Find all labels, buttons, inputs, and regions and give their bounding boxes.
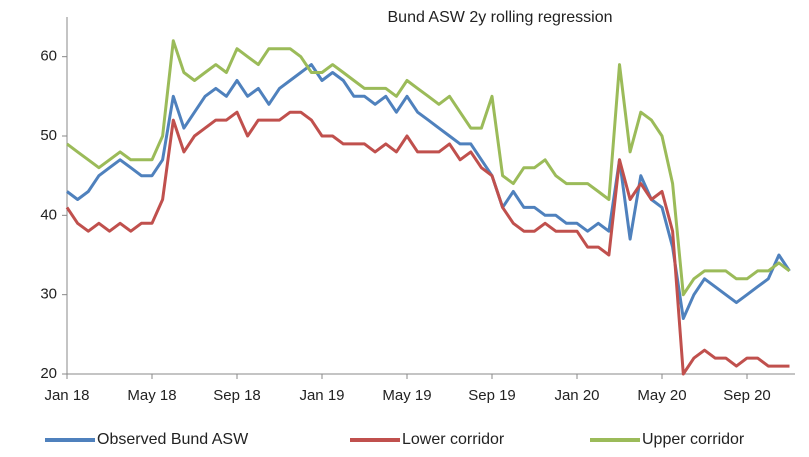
x-tick-label: May 19 (382, 387, 431, 404)
y-tick-label: 60 (40, 48, 57, 65)
series-line (66, 39, 791, 297)
x-tick-label: Sep 20 (723, 387, 771, 404)
y-tick-label: 40 (40, 206, 57, 223)
chart-title: Bund ASW 2y rolling regression (388, 9, 613, 26)
x-tick-label: Jan 20 (554, 387, 599, 404)
x-tick-label: May 18 (127, 387, 176, 404)
y-tick-label: 30 (40, 286, 57, 303)
legend-label: Lower corridor (402, 431, 505, 448)
x-tick-label: May 20 (637, 387, 686, 404)
series-line (65, 110, 790, 376)
legend-label: Observed Bund ASW (97, 431, 249, 448)
x-tick-label: Sep 19 (468, 387, 516, 404)
series-line (66, 63, 791, 320)
legend-label: Upper corridor (642, 431, 745, 448)
x-tick-label: Sep 18 (213, 387, 261, 404)
x-tick-label: Jan 18 (44, 387, 89, 404)
x-tick-label: Jan 19 (299, 387, 344, 404)
y-tick-label: 50 (40, 127, 57, 144)
y-tick-label: 20 (40, 365, 57, 382)
